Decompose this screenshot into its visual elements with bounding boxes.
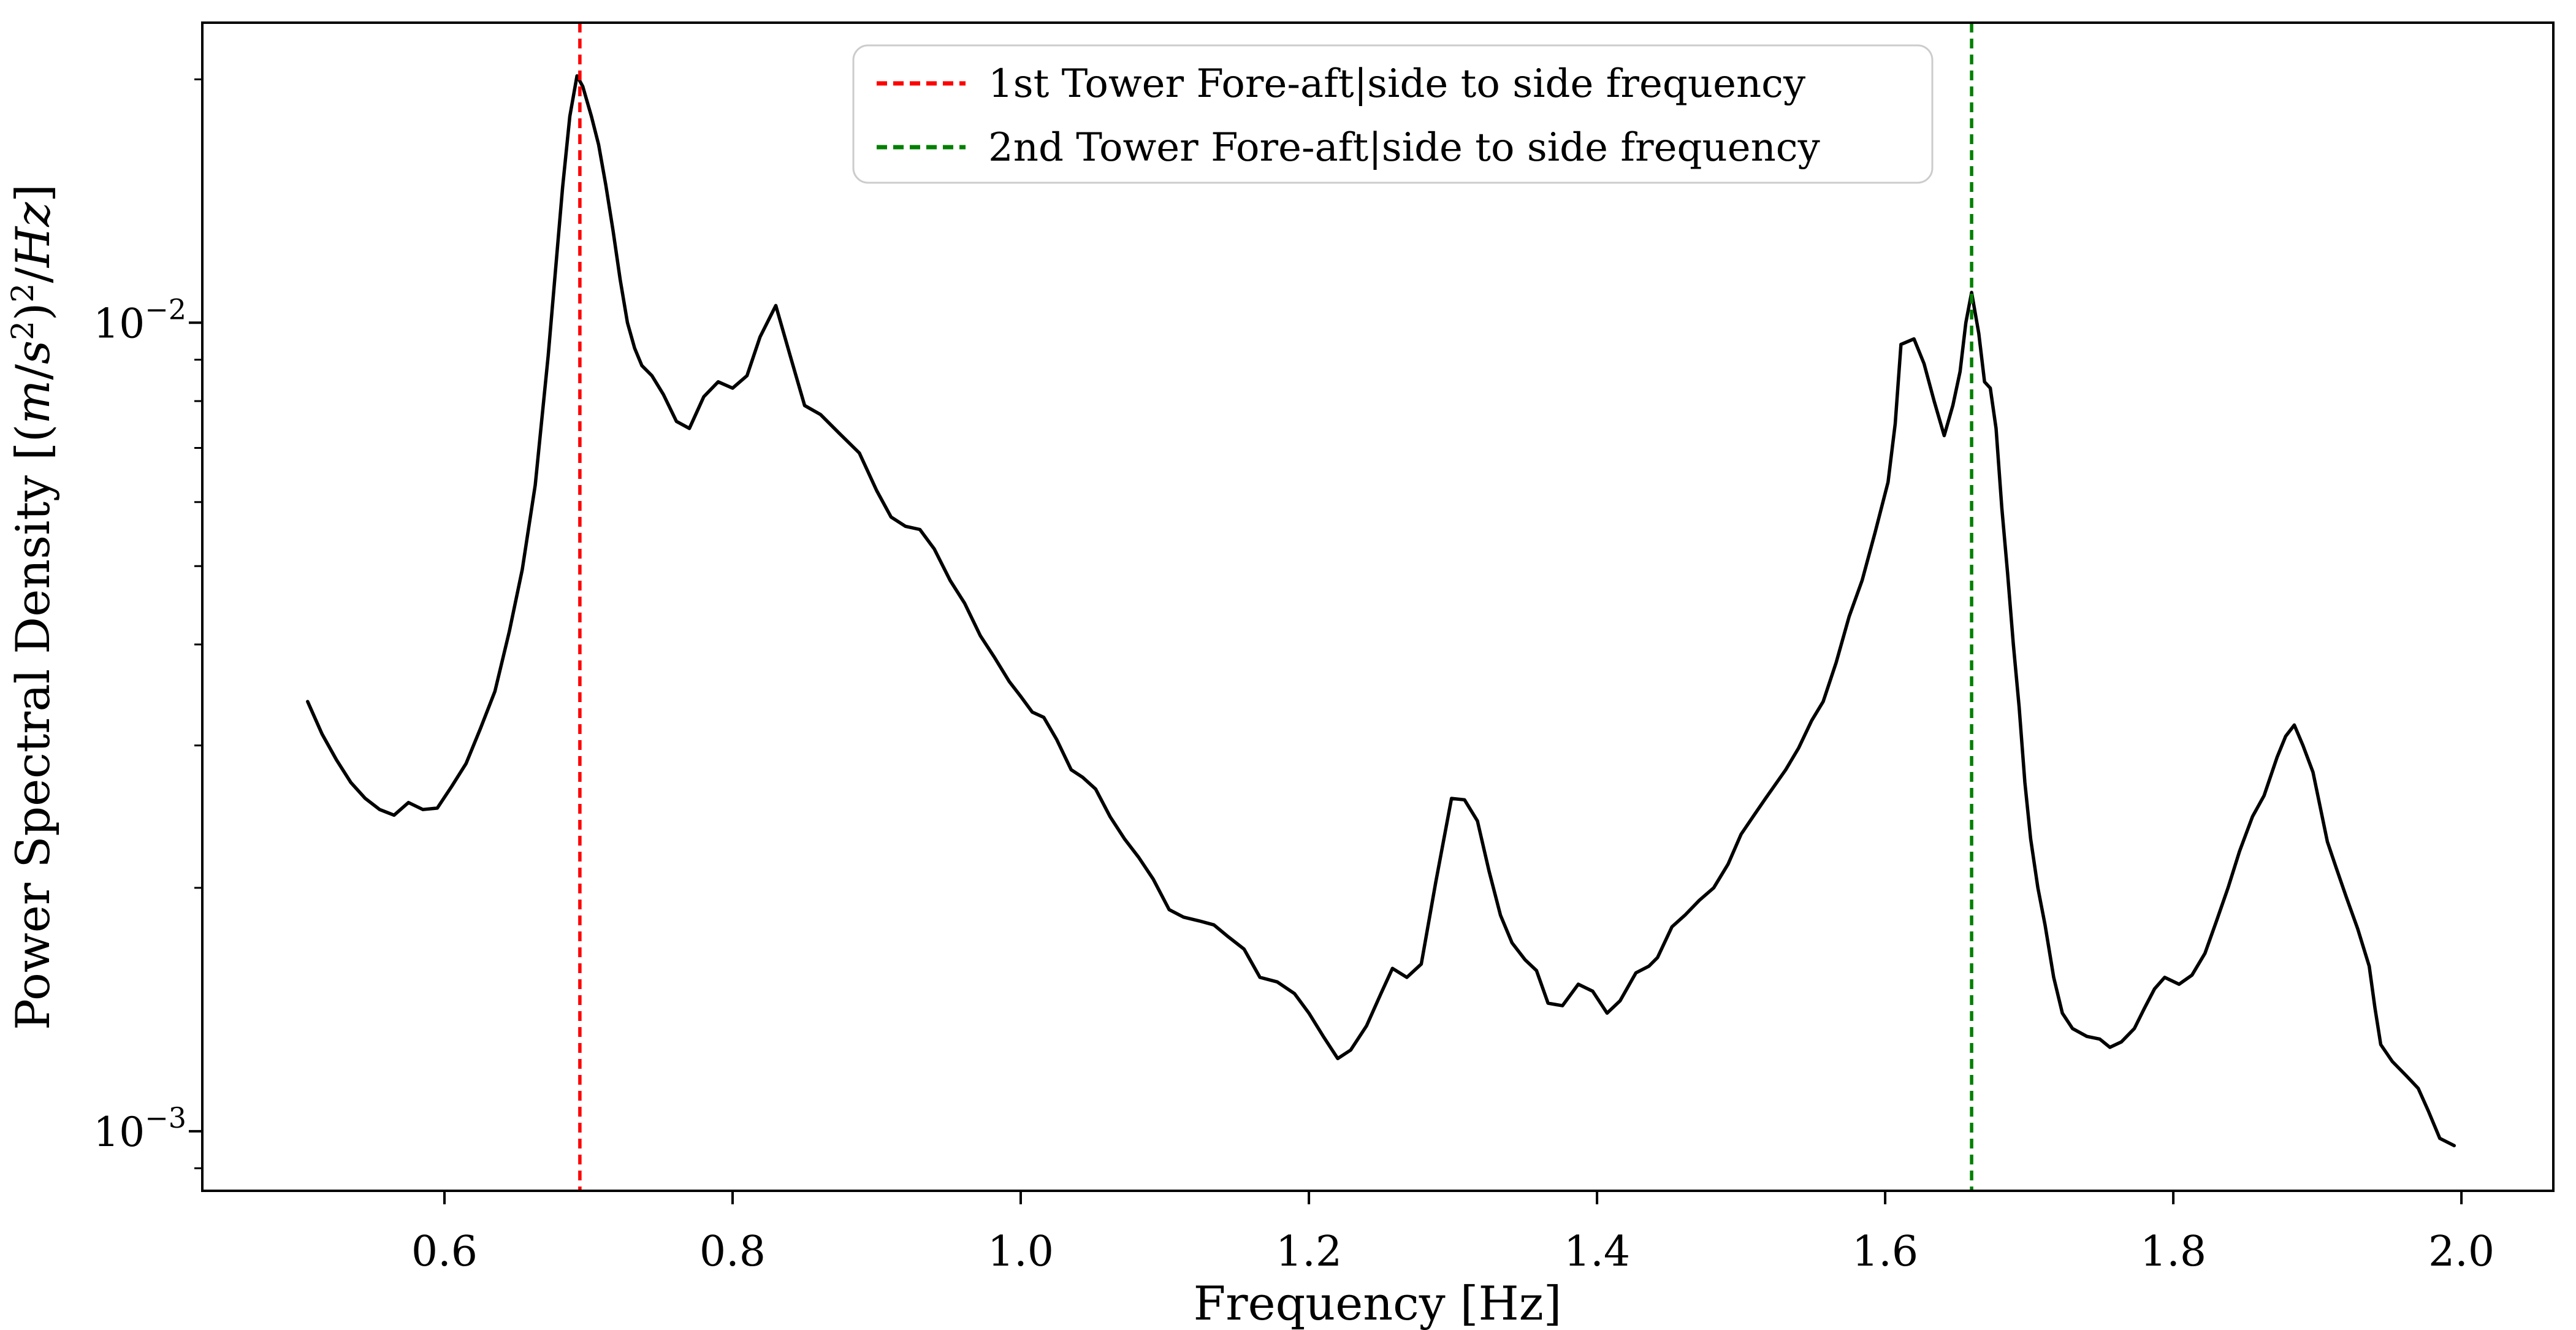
x-axis-tick-labels: 0.6 0.8 1.0 1.2 1.4 1.6 1.8 2.0 — [411, 1228, 2494, 1276]
plot-frame — [201, 21, 2555, 1192]
y-axis-ticks — [189, 78, 202, 1169]
psd-curve — [306, 74, 2456, 1148]
x-tick-label: 1.2 — [1276, 1228, 1342, 1276]
x-tick-label: 0.8 — [699, 1228, 766, 1276]
frequency-marker-lines — [578, 23, 1973, 1191]
x-tick-label: 0.6 — [411, 1228, 478, 1276]
y-axis-label: Power Spectral Density [(m/s2)2/Hz] — [5, 184, 60, 1030]
x-tick-label: 1.0 — [988, 1228, 1054, 1276]
legend-label: 2nd Tower Fore-aft|side to side frequenc… — [988, 125, 1820, 170]
y-axis-tick-labels: 10−2 10−3 — [93, 292, 186, 1156]
plot-background — [202, 23, 2553, 1191]
psd-series — [306, 74, 2456, 1148]
x-axis-label: Frequency [Hz] — [1194, 1276, 1562, 1330]
y-tick-label: 10−2 — [93, 292, 186, 347]
x-tick-label: 2.0 — [2428, 1228, 2494, 1276]
x-axis-ticks — [443, 1191, 2463, 1204]
x-tick-label: 1.8 — [2140, 1228, 2206, 1276]
x-tick-label: 1.4 — [1564, 1228, 1630, 1276]
legend: 1st Tower Fore-aft|side to side frequenc… — [852, 44, 1934, 184]
legend-label: 1st Tower Fore-aft|side to side frequenc… — [988, 61, 1805, 107]
legend-box — [852, 44, 1934, 184]
y-tick-label: 10−3 — [93, 1101, 186, 1156]
x-tick-label: 1.6 — [1852, 1228, 1918, 1276]
